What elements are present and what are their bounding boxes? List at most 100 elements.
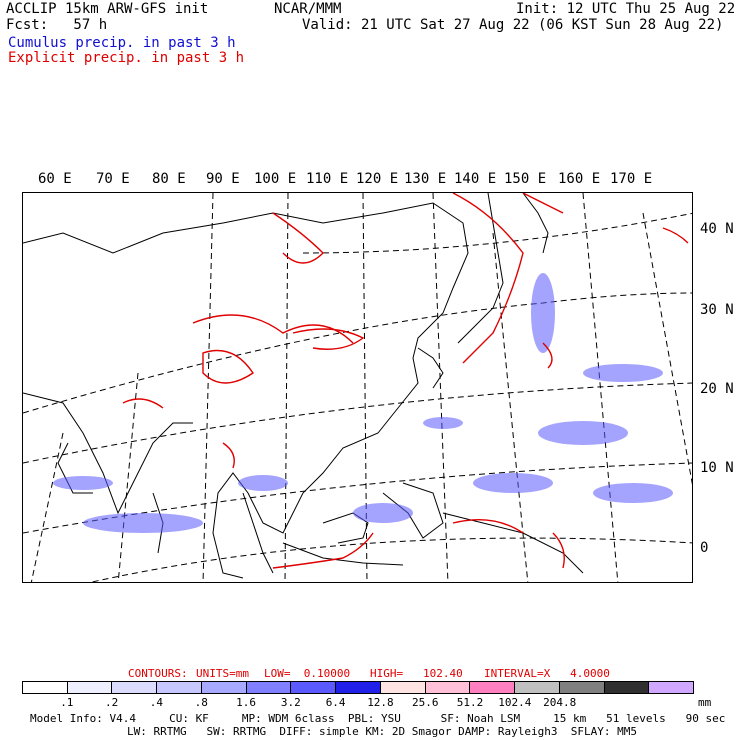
colorbar-tick-label: .2 [105, 696, 119, 709]
lon-label: 90 E [206, 171, 240, 187]
meridian-line [642, 212, 692, 485]
cumulus-area [538, 421, 628, 445]
coastline [282, 542, 404, 566]
lon-label: 150 E [504, 171, 547, 187]
colorbar-tick-label: 51.2 [456, 696, 484, 709]
model-info-line2: LW: RRTMG SW: RRTMG DIFF: simple KM: 2D … [127, 725, 637, 738]
lon-label: 60 E [38, 171, 72, 187]
model-info-line1: Model Info: V4.4 CU: KF MP: WDM 6class P… [30, 712, 726, 725]
cumulus-area [423, 417, 463, 429]
colorbar-tick-label: .1 [60, 696, 74, 709]
explicit-contour [662, 227, 689, 244]
parallel-line [302, 212, 692, 254]
explicit-contour [122, 398, 164, 409]
cumulus-area [238, 475, 288, 491]
lon-label: 120 E [356, 171, 399, 187]
meridian-line [582, 193, 619, 582]
coastline [242, 492, 274, 574]
meridian-line [432, 193, 449, 582]
colorbar-tick-label: 12.8 [367, 696, 394, 709]
cumulus-area [473, 473, 553, 493]
explicit-contour [522, 193, 564, 214]
colorbar-swatch [23, 682, 68, 693]
coastline [417, 347, 444, 389]
colorbar-swatch [515, 682, 560, 693]
contours-low: LOW= 0.10000 [264, 667, 351, 680]
cumulus-area [583, 364, 663, 382]
coastline [442, 512, 584, 574]
lat-label: 20 N [700, 381, 734, 397]
lat-label: 40 N [700, 221, 734, 237]
colorbar-tick-label: .4 [149, 696, 164, 709]
colorbar-tick-label: 3.2 [280, 696, 301, 709]
colorbar-swatch [201, 682, 247, 693]
lon-label: 110 E [306, 171, 349, 187]
colorbar-swatch [112, 682, 158, 693]
colorbar [22, 681, 694, 694]
colorbar-unit: mm [698, 696, 712, 709]
cumulus-area [353, 503, 413, 523]
contours-interval: INTERVAL=X 4.0000 [484, 667, 610, 680]
colorbar-swatch [604, 682, 650, 693]
colorbar-swatch [425, 682, 471, 693]
colorbar-tick-label: .8 [194, 696, 208, 709]
colorbar-tick-label: 102.4 [498, 696, 532, 709]
model-title: ACCLIP 15km ARW-GFS init [6, 1, 209, 17]
legend-explicit: Explicit precip. in past 3 h [8, 50, 245, 66]
coastline [522, 193, 549, 254]
contours-units: UNITS=mm [196, 667, 249, 680]
meridian-line [117, 372, 139, 582]
cumulus-area [531, 273, 555, 353]
explicit-contour [292, 328, 365, 350]
lon-label: 130 E [404, 171, 447, 187]
lat-label: 0 [700, 540, 709, 556]
cumulus-area [83, 513, 203, 533]
colorbar-swatch [380, 682, 426, 693]
lon-label: 70 E [96, 171, 130, 187]
legend-cumulus: Cumulus precip. in past 3 h [8, 35, 236, 51]
map-canvas [23, 193, 692, 582]
cumulus-precip [53, 273, 673, 533]
init-time: Init: 12 UTC Thu 25 Aug 22 [516, 1, 736, 17]
contours-label: CONTOURS: [128, 667, 188, 680]
colorbar-tick-label: 1.6 [236, 696, 256, 709]
colorbar-tick-label: 25.6 [412, 696, 439, 709]
meridian-line [30, 432, 64, 582]
contours-high: HIGH= 102.40 [370, 667, 463, 680]
colorbar-swatch [157, 682, 202, 693]
colorbar-tick-label: 204.8 [543, 696, 577, 709]
colorbar-swatch [336, 682, 381, 693]
parallel-line [23, 292, 692, 414]
cumulus-area [53, 476, 113, 490]
parallel-line [89, 537, 692, 582]
valid-time: Valid: 21 UTC Sat 27 Aug 22 (06 KST Sun … [302, 17, 724, 33]
explicit-contour [452, 518, 524, 534]
explicit-contour [542, 342, 553, 369]
lat-label: 30 N [700, 302, 734, 318]
meridian-line [492, 232, 529, 582]
colorbar-tick-label: 6.4 [325, 696, 346, 709]
explicit-contour [222, 442, 235, 469]
meridian-line [202, 193, 214, 582]
lon-label: 160 E [558, 171, 601, 187]
explicit-precip [122, 193, 689, 569]
colorbar-swatch [291, 682, 337, 693]
explicit-contour [452, 193, 524, 364]
explicit-contour [272, 532, 374, 569]
colorbar-swatch [67, 682, 113, 693]
lon-label: 80 E [152, 171, 186, 187]
parallel-line [23, 382, 692, 464]
forecast-hour: Fcst: 57 h [6, 17, 108, 33]
colorbar-swatch [649, 682, 694, 693]
coastline [322, 512, 369, 544]
explicit-contour [272, 212, 324, 264]
lon-label: 100 E [254, 171, 297, 187]
coastline [23, 202, 469, 579]
lat-label: 10 N [700, 460, 734, 476]
explicit-contour [202, 349, 254, 384]
coastline [457, 193, 504, 344]
meridian-line [284, 193, 289, 582]
org-label: NCAR/MMM [274, 1, 342, 17]
lon-label: 140 E [454, 171, 497, 187]
coastline [23, 392, 193, 515]
